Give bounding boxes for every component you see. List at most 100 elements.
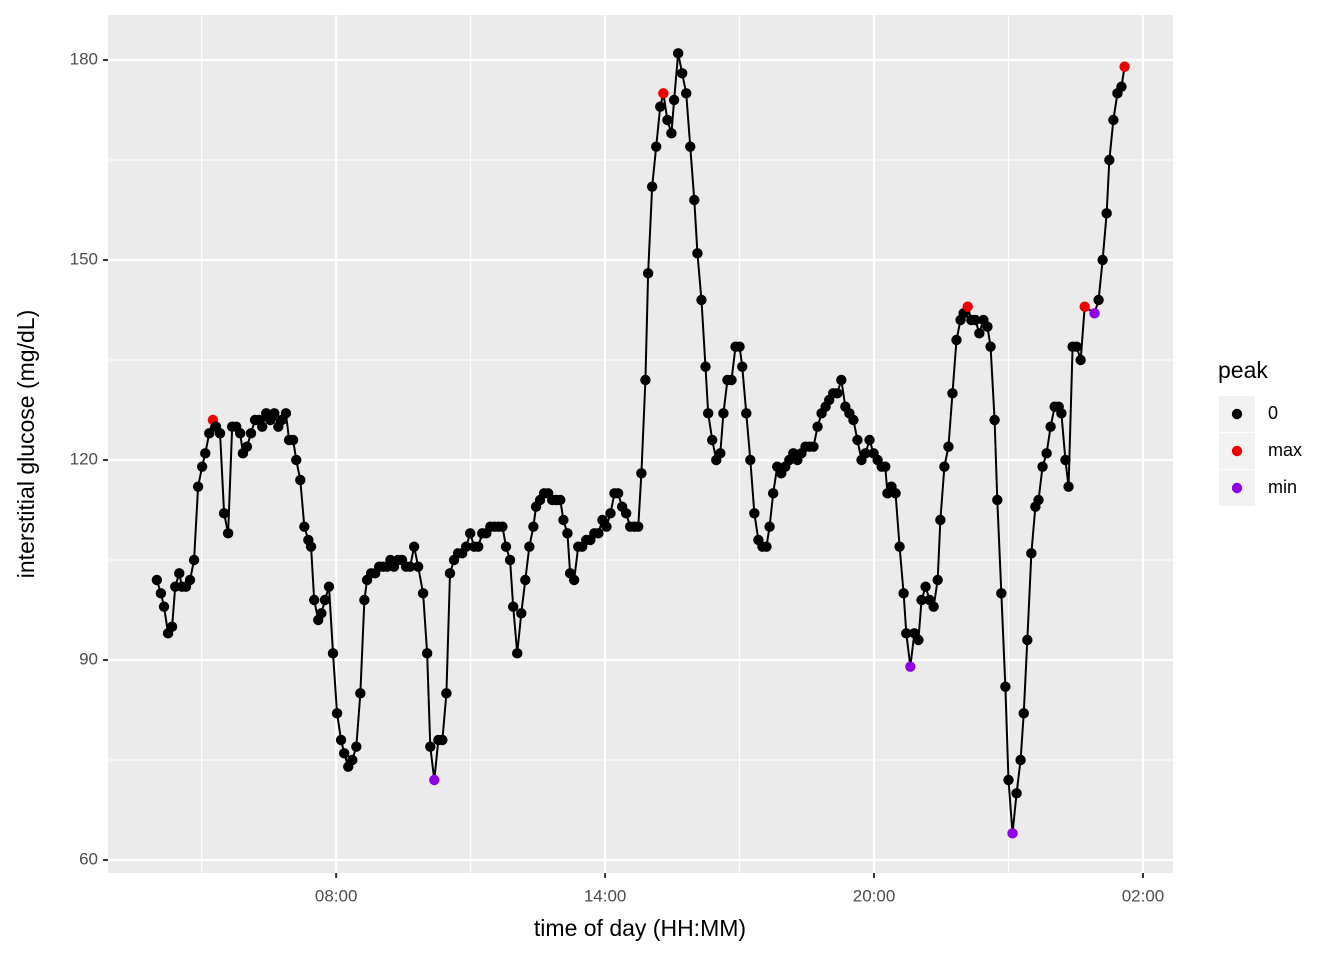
- data-point: [702, 408, 714, 419]
- data-point: [504, 554, 516, 566]
- data-point: [593, 528, 604, 539]
- data-point: [890, 488, 901, 499]
- data-point: [331, 708, 343, 719]
- data-point: [982, 321, 993, 332]
- data-point: [1033, 494, 1044, 506]
- data-point: [1022, 634, 1033, 646]
- data-point: [601, 521, 612, 532]
- legend-label: max: [1268, 440, 1302, 460]
- data-point: [848, 414, 859, 426]
- data-point: [512, 648, 523, 659]
- data-point: [812, 421, 823, 432]
- data-point: [666, 128, 677, 139]
- data-point: [437, 734, 448, 746]
- data-point: [520, 574, 531, 586]
- data-point: [421, 648, 433, 659]
- y-tick-label: 180: [70, 49, 98, 68]
- data-point: [408, 541, 420, 552]
- data-point: [1093, 294, 1104, 306]
- legend-swatch: [1231, 408, 1243, 420]
- data-point: [524, 541, 535, 552]
- data-point: [528, 521, 539, 532]
- data-point: [351, 741, 362, 752]
- legend-swatch: [1231, 445, 1243, 457]
- data-point: [951, 334, 962, 346]
- data-point: [1018, 708, 1029, 719]
- grid: [108, 15, 1173, 873]
- data-point: [939, 461, 950, 472]
- data-point: [305, 541, 317, 552]
- data-point: [291, 454, 302, 466]
- data-point: [916, 594, 927, 606]
- data-point: [612, 488, 624, 499]
- data-point: [836, 374, 847, 386]
- data-point: [1075, 354, 1086, 366]
- data-point: [327, 648, 339, 659]
- data-point: [707, 434, 718, 446]
- data-point: [1060, 454, 1071, 466]
- data-point: [715, 448, 726, 459]
- y-tick-label: 150: [70, 249, 98, 268]
- data-point: [658, 88, 669, 99]
- data-point: [441, 688, 452, 699]
- legend-title: peak: [1218, 357, 1268, 383]
- data-point: [1119, 61, 1130, 72]
- data-point: [1011, 788, 1022, 799]
- data-point: [932, 574, 943, 586]
- data-point: [256, 421, 268, 432]
- data-point: [962, 301, 973, 312]
- data-point: [692, 248, 703, 259]
- data-point: [898, 588, 909, 599]
- data-point: [347, 754, 358, 766]
- data-point: [700, 361, 711, 372]
- data-point: [620, 508, 632, 519]
- data-point: [650, 141, 662, 152]
- data-point: [646, 181, 658, 192]
- data-point: [1079, 301, 1090, 312]
- data-point: [308, 594, 320, 606]
- data-point: [734, 341, 745, 352]
- data-point: [672, 48, 684, 59]
- data-point: [425, 741, 436, 752]
- data-point: [319, 594, 331, 606]
- data-point: [222, 528, 234, 539]
- plot-panel: [108, 15, 1173, 873]
- data-point: [726, 374, 737, 386]
- data-point: [299, 521, 310, 532]
- data-point: [761, 541, 772, 552]
- data-point: [151, 574, 163, 586]
- data-point: [174, 568, 185, 579]
- data-point: [913, 634, 924, 646]
- data-point: [764, 521, 775, 532]
- data-point: [1037, 461, 1048, 472]
- data-point: [749, 508, 760, 519]
- data-point: [404, 561, 416, 572]
- data-point: [985, 341, 996, 352]
- data-point: [166, 621, 178, 632]
- data-point: [497, 521, 508, 532]
- data-point: [562, 528, 573, 539]
- data-point: [158, 601, 170, 612]
- data-point: [155, 588, 167, 599]
- data-point: [417, 588, 429, 599]
- data-point: [196, 461, 208, 472]
- data-point: [689, 194, 700, 206]
- data-point: [335, 734, 347, 746]
- data-point: [1116, 81, 1127, 92]
- data-point: [280, 408, 292, 419]
- data-point: [737, 361, 748, 372]
- x-tick-label: 14:00: [584, 886, 627, 905]
- axes: 60 90 120 150 180 08:00 14:00 20:00 02:00: [70, 49, 1165, 905]
- data-point: [1015, 754, 1026, 766]
- data-point: [412, 561, 424, 572]
- legend: peak 0 max min: [1218, 357, 1302, 506]
- data-point: [1089, 308, 1100, 319]
- data-point: [992, 494, 1003, 506]
- data-point: [429, 774, 440, 786]
- data-point: [636, 468, 647, 479]
- data-point: [204, 428, 215, 439]
- data-point: [1041, 448, 1052, 459]
- x-tick-label: 02:00: [1122, 886, 1165, 905]
- x-axis-title: time of day (HH:MM): [534, 915, 746, 941]
